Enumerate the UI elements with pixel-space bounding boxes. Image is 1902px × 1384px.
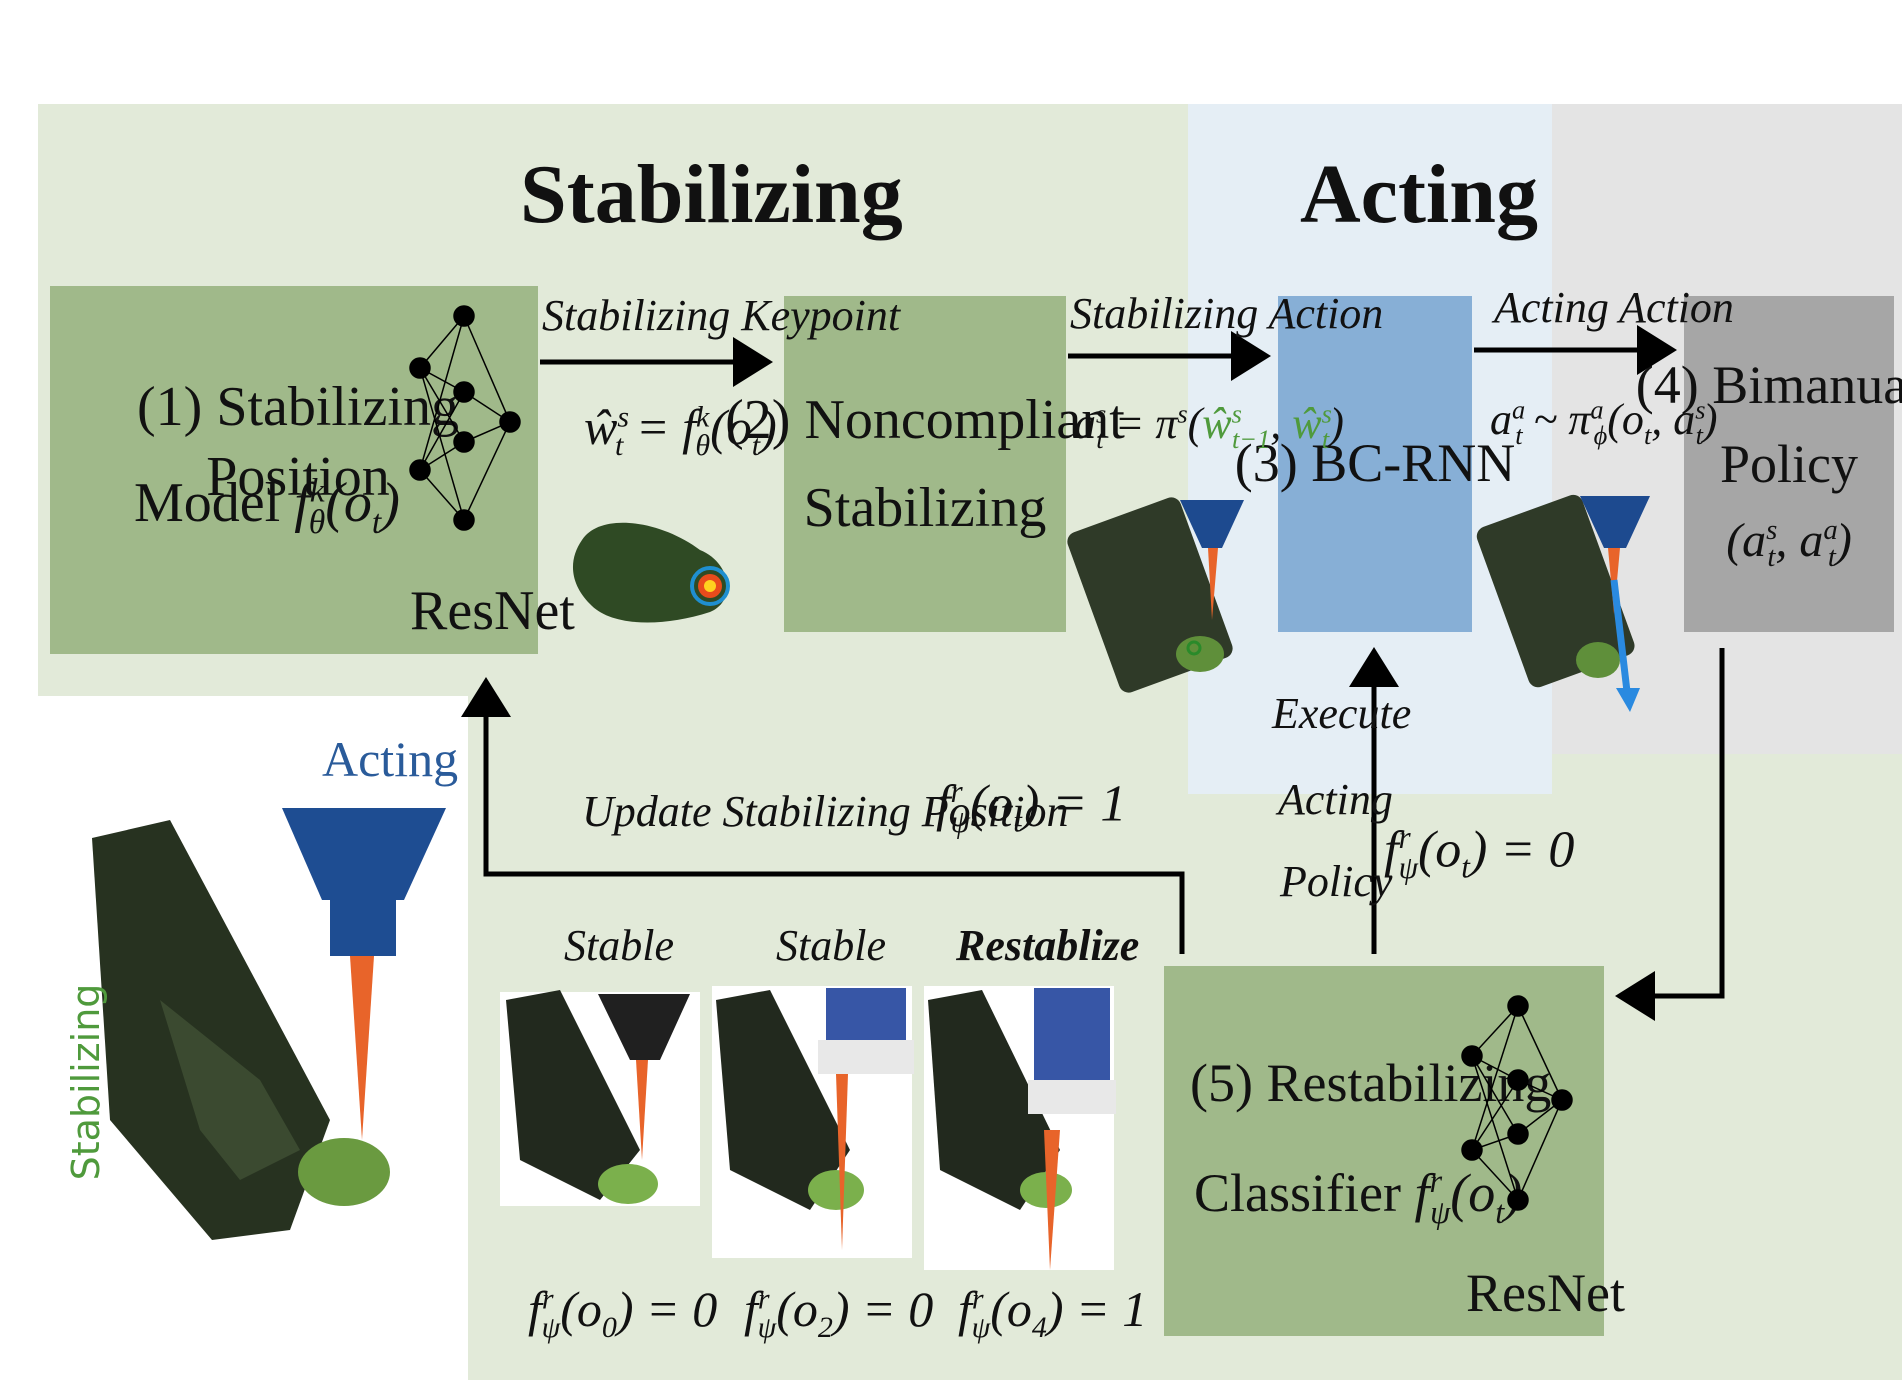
inset-stabilizing-label: Stabilizing <box>64 932 108 1232</box>
stab-action-a: a <box>1074 399 1096 448</box>
sample-title-2: Stable <box>776 920 886 971</box>
neural-net-icon-2 <box>1462 996 1572 1210</box>
stabilizing-gripper-image <box>1065 495 1244 696</box>
execute-label-2: Acting <box>1278 774 1393 825</box>
sample-equation-3: frψ(o4) = 1 <box>958 1280 1147 1345</box>
sample-eq-val-1: ) = 0 <box>617 1281 717 1337</box>
update-equation: frψ(ot) = 1 <box>936 774 1126 840</box>
stabilizing-keypoint-label: Stabilizing Keypoint <box>542 290 900 341</box>
sample-eq-val-2: ) = 0 <box>833 1281 933 1337</box>
zucchini-keypoint-image <box>573 523 728 623</box>
inset-gripper-image <box>92 808 446 1240</box>
sample-image-1 <box>500 990 700 1206</box>
keypoint-equation: ŵst = fkθ(ot) <box>584 398 777 463</box>
acting-gripper-image <box>1474 492 1650 712</box>
sample-equation-2: frψ(o2) = 0 <box>744 1280 933 1345</box>
neural-net-icon <box>410 306 520 530</box>
sample-title-1: Stable <box>564 920 674 971</box>
acting-action-label: Acting Action <box>1494 282 1734 333</box>
sample-eq-arg-1: 0 <box>602 1311 617 1344</box>
execute-equation: frψ(ot) = 0 <box>1384 820 1574 886</box>
arrow-policy-to-classifier <box>1620 648 1722 996</box>
update-eq-rhs: ) = 1 <box>1022 775 1126 832</box>
sample-eq-arg-2: 2 <box>818 1311 833 1344</box>
sample-eq-val-3: ) = 1 <box>1047 1281 1147 1337</box>
inset-acting-label: Acting <box>322 730 458 788</box>
sample-eq-arg-3: 4 <box>1032 1311 1047 1344</box>
execute-label-1: Execute <box>1272 688 1411 739</box>
sample-image-3 <box>924 986 1116 1270</box>
sample-equation-1: frψ(o0) = 0 <box>528 1280 717 1345</box>
execute-label-3: Policy <box>1280 856 1392 907</box>
stabilizing-action-equation: ast = πs(ŵst−1, ŵst) <box>1074 398 1344 455</box>
acting-action-a: a <box>1490 395 1512 444</box>
stabilizing-action-label: Stabilizing Action <box>1070 288 1383 339</box>
sample-image-2 <box>712 986 914 1258</box>
sample-title-3: Restablize <box>956 920 1139 971</box>
acting-action-equation: aat ~ πaϕ(ot, ast) <box>1490 394 1718 451</box>
execute-eq-rhs: ) = 0 <box>1470 821 1574 878</box>
